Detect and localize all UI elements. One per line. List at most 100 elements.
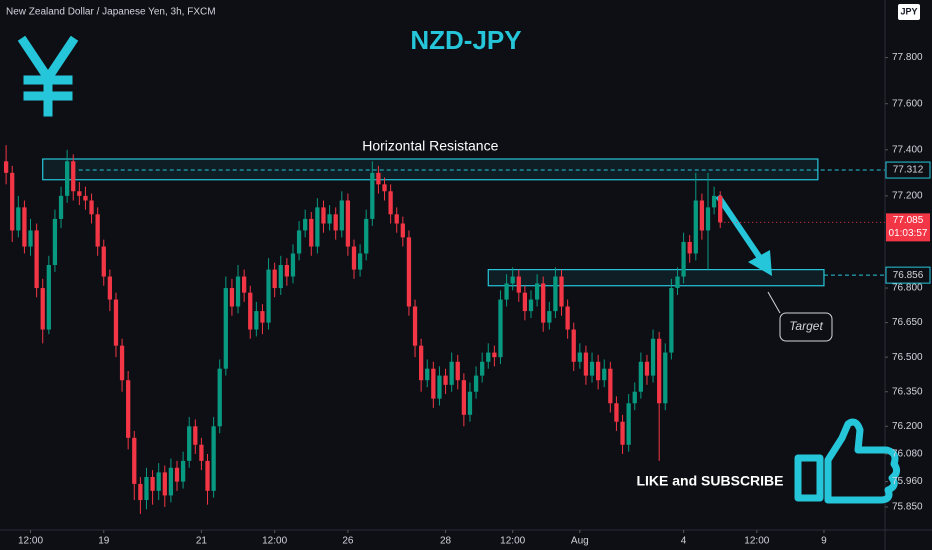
candle-body [699,200,705,231]
last-price-badge [886,213,930,242]
candle-body [193,426,198,445]
price-badge-label: 77.312 [893,165,924,176]
candle-body [553,276,558,312]
x-tick-label: 19 [98,536,110,547]
chart-title: NZD-JPY [410,25,521,55]
y-tick-label: 76.350 [892,386,923,397]
last-price-label: 77.085 [893,215,924,226]
candle-body [28,230,33,247]
candle-body [83,195,88,201]
candle-body [40,288,45,330]
x-tick-label: Aug [571,536,589,547]
candle-body [3,161,9,173]
candle-body [614,403,619,422]
candle-body [644,361,650,376]
candle-body [400,223,405,238]
candle-body [357,253,363,270]
y-tick-label: 75.960 [892,476,923,487]
x-tick-label: 4 [681,536,687,547]
candle-body [272,269,277,289]
candle-body [681,241,686,277]
x-tick-label: 28 [440,536,452,547]
candle-body [480,361,485,376]
candle-body [205,460,210,491]
currency: JPY [900,6,917,16]
candle-body [113,299,119,346]
candle-body [52,218,58,265]
candle-body [235,276,241,307]
candle-body [168,467,174,496]
candle-body [559,276,564,307]
candle-body [443,375,448,385]
candle-body [65,161,70,196]
candle-body [406,237,412,307]
candle-body [254,311,259,330]
price-badge-label: 76.856 [893,270,924,281]
candle-body [376,172,381,185]
candle-body [711,195,717,208]
candle-body [608,368,613,404]
candle-body [162,472,167,496]
candle-body [345,200,351,247]
zone-label: Horizontal Resistance [362,138,498,154]
candle-body [315,207,320,247]
candle-body [577,352,582,362]
candle-body [34,230,39,289]
zones: 77.312 76.856 [42,158,931,287]
candle-body [565,306,570,330]
candle-body [223,288,228,369]
candle-body [638,361,643,392]
y-tick-label: 75.850 [892,502,923,513]
candle-body [71,161,76,192]
candle-body [571,329,576,362]
candle-body [260,311,265,323]
candle-body [705,207,711,231]
countdown: 01:03:57 [889,228,928,239]
candle-body [180,460,186,482]
candle-body [266,269,271,323]
yen-icon [17,35,79,117]
candle-body [199,444,204,461]
candle-body [278,265,283,289]
candle-body [119,345,125,381]
y-tick-label: 77.200 [892,191,923,202]
price-badge [885,161,931,179]
x-tick-label: 12:00 [500,536,525,547]
candle-body [718,195,723,223]
candle-body [657,338,662,404]
currency-badge [898,4,920,20]
x-tick-label: 12:00 [262,536,287,547]
y-tick-label: 76.200 [892,421,923,432]
candle-body [669,288,674,353]
candle-body [632,391,637,404]
y-tick-label: 77.600 [892,98,923,109]
candle-body [431,368,436,399]
target-box [779,312,833,342]
candle-body [522,292,528,312]
candle-body [327,214,332,224]
candle-body [364,218,369,254]
candle-body [675,276,680,289]
candle-body [132,437,137,484]
y-tick-label: 76.650 [892,317,923,328]
candle-body [382,184,387,192]
candle-body [107,276,112,300]
candle-body [248,292,253,330]
x-tick-label: 26 [342,536,354,547]
y-tick-label: 77.800 [892,52,923,63]
candle-body [510,276,515,284]
y-tick-label: 76.800 [892,283,923,294]
x-tick-label: 12:00 [744,536,769,547]
candle-body [388,191,393,215]
zone-box [487,269,825,287]
candle-body [394,214,399,224]
y-tick-label: 76.080 [892,449,923,460]
candle-body [650,338,656,376]
candle-body [449,361,454,385]
candle-body [516,276,521,293]
candle-body [126,380,131,438]
candle-body [95,214,100,247]
candle-body [425,368,430,381]
candle-body [504,283,509,300]
candle-body [461,380,466,415]
